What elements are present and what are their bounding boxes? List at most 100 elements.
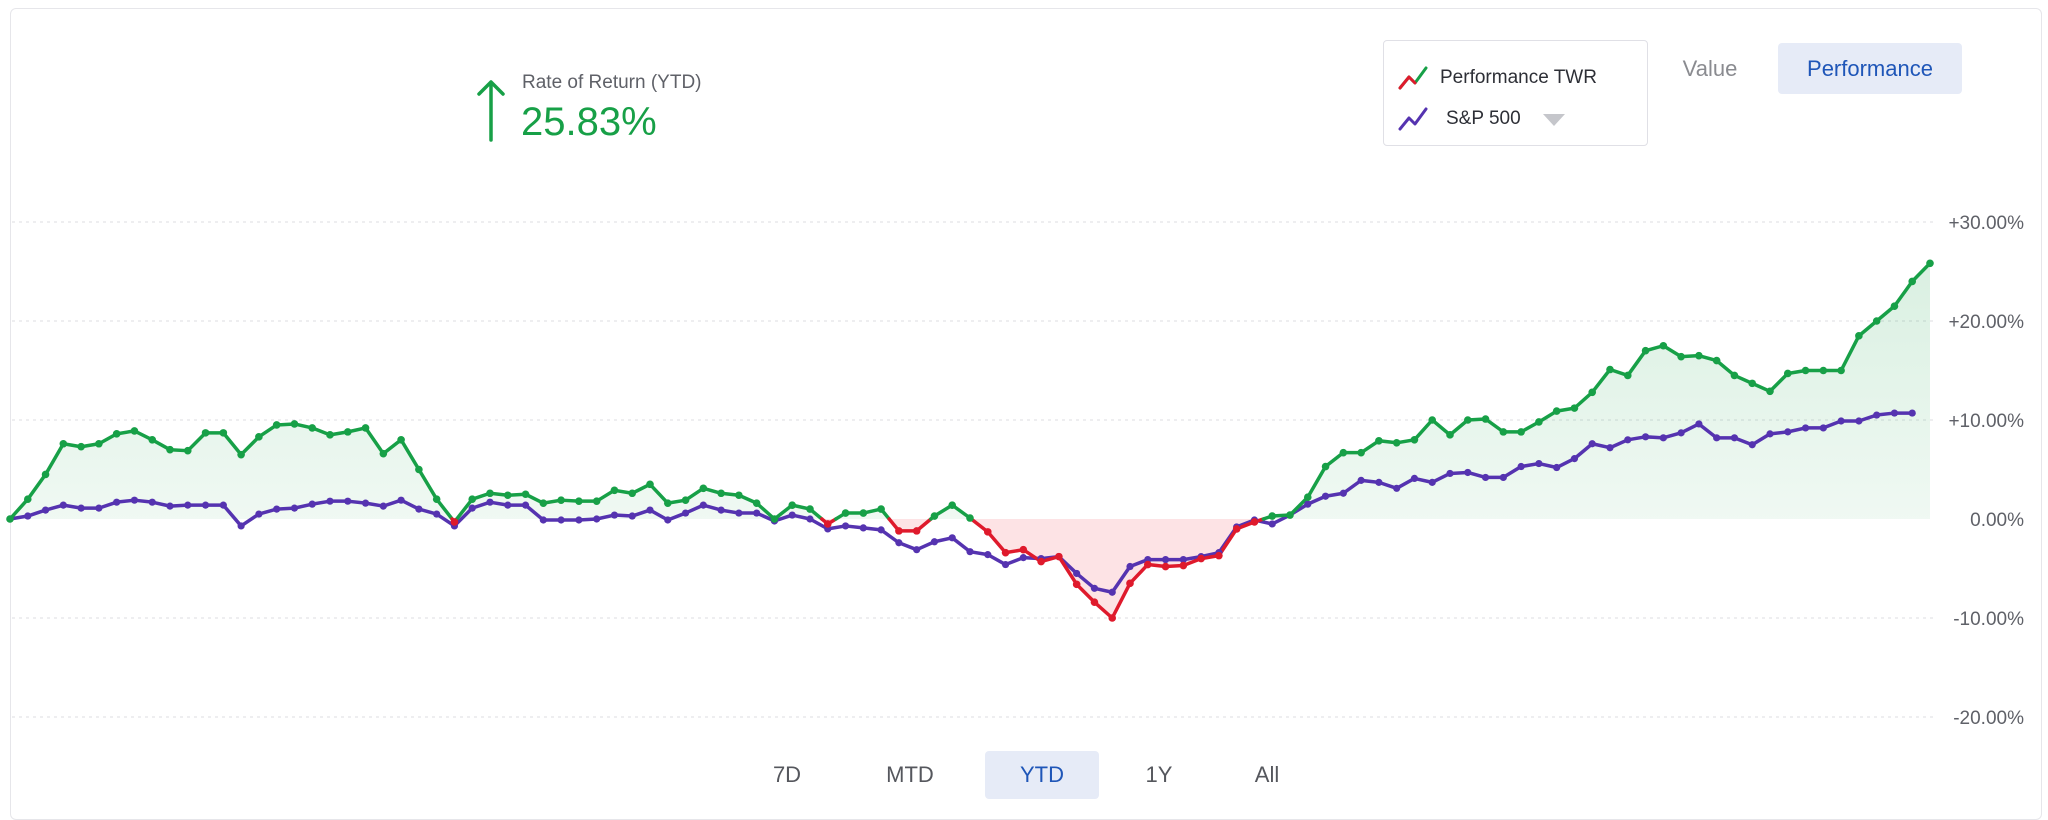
performance-view-button[interactable]: Performance xyxy=(1778,43,1962,94)
performance-point xyxy=(930,512,939,520)
benchmark-point xyxy=(1357,476,1365,484)
performance-point xyxy=(859,509,868,517)
y-tick-label: -10.00% xyxy=(1953,609,2024,630)
range-tab-mtd[interactable]: MTD xyxy=(886,762,934,787)
benchmark-point xyxy=(1108,588,1116,596)
performance-point xyxy=(1410,436,1419,444)
performance-point xyxy=(1499,428,1508,436)
performance-line-segment xyxy=(648,482,670,505)
performance-line-segment xyxy=(417,467,439,501)
benchmark-point xyxy=(521,501,530,509)
performance-point xyxy=(1801,366,1810,375)
performance-point xyxy=(237,450,245,459)
performance-point xyxy=(432,495,441,504)
performance-point xyxy=(1463,416,1472,424)
benchmark-point xyxy=(1713,434,1721,442)
performance-point xyxy=(1570,404,1579,412)
performance-point xyxy=(1552,407,1561,415)
benchmark-point xyxy=(1641,433,1650,441)
performance-point xyxy=(1748,379,1757,388)
benchmark-point xyxy=(1588,440,1596,448)
benchmark-point xyxy=(201,501,210,509)
benchmark-point xyxy=(1304,500,1312,508)
performance-point xyxy=(1179,561,1188,570)
benchmark-point xyxy=(95,504,103,512)
performance-point xyxy=(717,489,725,498)
performance-point xyxy=(806,505,814,513)
benchmark-point xyxy=(1766,430,1774,438)
performance-point xyxy=(1730,371,1739,380)
benchmark-point xyxy=(184,501,192,509)
performance-point xyxy=(41,470,50,479)
performance-line-segment xyxy=(1626,348,1648,378)
performance-point xyxy=(1606,365,1614,374)
performance-point xyxy=(735,491,743,500)
benchmark-point xyxy=(646,506,654,514)
performance-line-segment xyxy=(43,442,66,477)
benchmark-point xyxy=(1855,417,1863,425)
value-view-button[interactable]: Value xyxy=(1682,55,1738,81)
benchmark-point xyxy=(1179,555,1187,564)
performance-line-segment xyxy=(1572,390,1594,410)
grid-lines xyxy=(12,221,1935,718)
performance-point xyxy=(1286,511,1294,519)
performance-point xyxy=(1197,554,1205,563)
benchmark-point xyxy=(1321,492,1330,500)
performance-point xyxy=(219,429,228,437)
benchmark-point xyxy=(1695,420,1703,428)
performance-point xyxy=(1890,302,1899,310)
performance-point xyxy=(326,431,334,439)
performance-point xyxy=(592,497,601,505)
benchmark-point xyxy=(859,524,867,532)
performance-point xyxy=(201,429,210,437)
range-tab-7d[interactable]: 7D xyxy=(772,762,802,787)
legend-dropdown[interactable]: Performance TWR S&P 500 xyxy=(1383,40,1648,146)
range-tab-1y[interactable]: 1Y xyxy=(1145,762,1173,787)
performance-line-segment xyxy=(1768,371,1790,394)
benchmark-point xyxy=(130,496,139,504)
positive-area xyxy=(10,263,1930,519)
performance-point xyxy=(290,420,299,428)
chevron-down-icon[interactable] xyxy=(1542,114,1565,126)
performance-point xyxy=(1126,579,1134,588)
benchmark-point xyxy=(41,506,50,514)
rate-of-return-value: 25.83% xyxy=(521,100,657,144)
performance-line-segment xyxy=(1306,464,1328,499)
performance-line-segment xyxy=(1430,418,1452,437)
performance-point xyxy=(361,424,370,432)
performance-point xyxy=(699,484,708,493)
benchmark-point xyxy=(1464,468,1472,477)
legend-item-performance: Performance TWR xyxy=(1398,63,1597,93)
performance-point xyxy=(1143,560,1152,569)
performance-point xyxy=(1072,580,1081,589)
benchmark-point xyxy=(664,516,672,524)
benchmark-point xyxy=(1410,474,1419,483)
performance-line-segment xyxy=(1057,554,1079,587)
performance-point xyxy=(1446,431,1454,439)
performance-line-segment xyxy=(754,501,777,521)
performance-line-segment xyxy=(221,431,243,457)
range-tab-ytd[interactable]: YTD xyxy=(985,751,1099,799)
performance-line-segment xyxy=(1128,562,1150,586)
performance-line-segment xyxy=(1857,319,1879,338)
performance-point xyxy=(1837,366,1845,375)
benchmark-point xyxy=(1908,409,1916,417)
benchmark-point xyxy=(1837,417,1845,425)
benchmark-point xyxy=(308,500,316,508)
benchmark-point xyxy=(735,509,743,517)
benchmark-point xyxy=(966,548,974,556)
benchmark-point xyxy=(699,501,707,509)
performance-point xyxy=(1303,493,1312,502)
performance-point xyxy=(1695,351,1703,360)
performance-point xyxy=(468,495,477,504)
range-tab-all[interactable]: All xyxy=(1254,762,1280,787)
benchmark-point xyxy=(1748,441,1756,449)
benchmark-point xyxy=(1873,411,1881,419)
performance-point xyxy=(983,528,992,536)
benchmark-point xyxy=(148,498,156,506)
performance-point xyxy=(823,520,832,528)
performance-line-segment xyxy=(455,497,474,521)
performance-point xyxy=(112,430,121,438)
benchmark-point xyxy=(1890,409,1899,417)
performance-point xyxy=(23,495,32,504)
